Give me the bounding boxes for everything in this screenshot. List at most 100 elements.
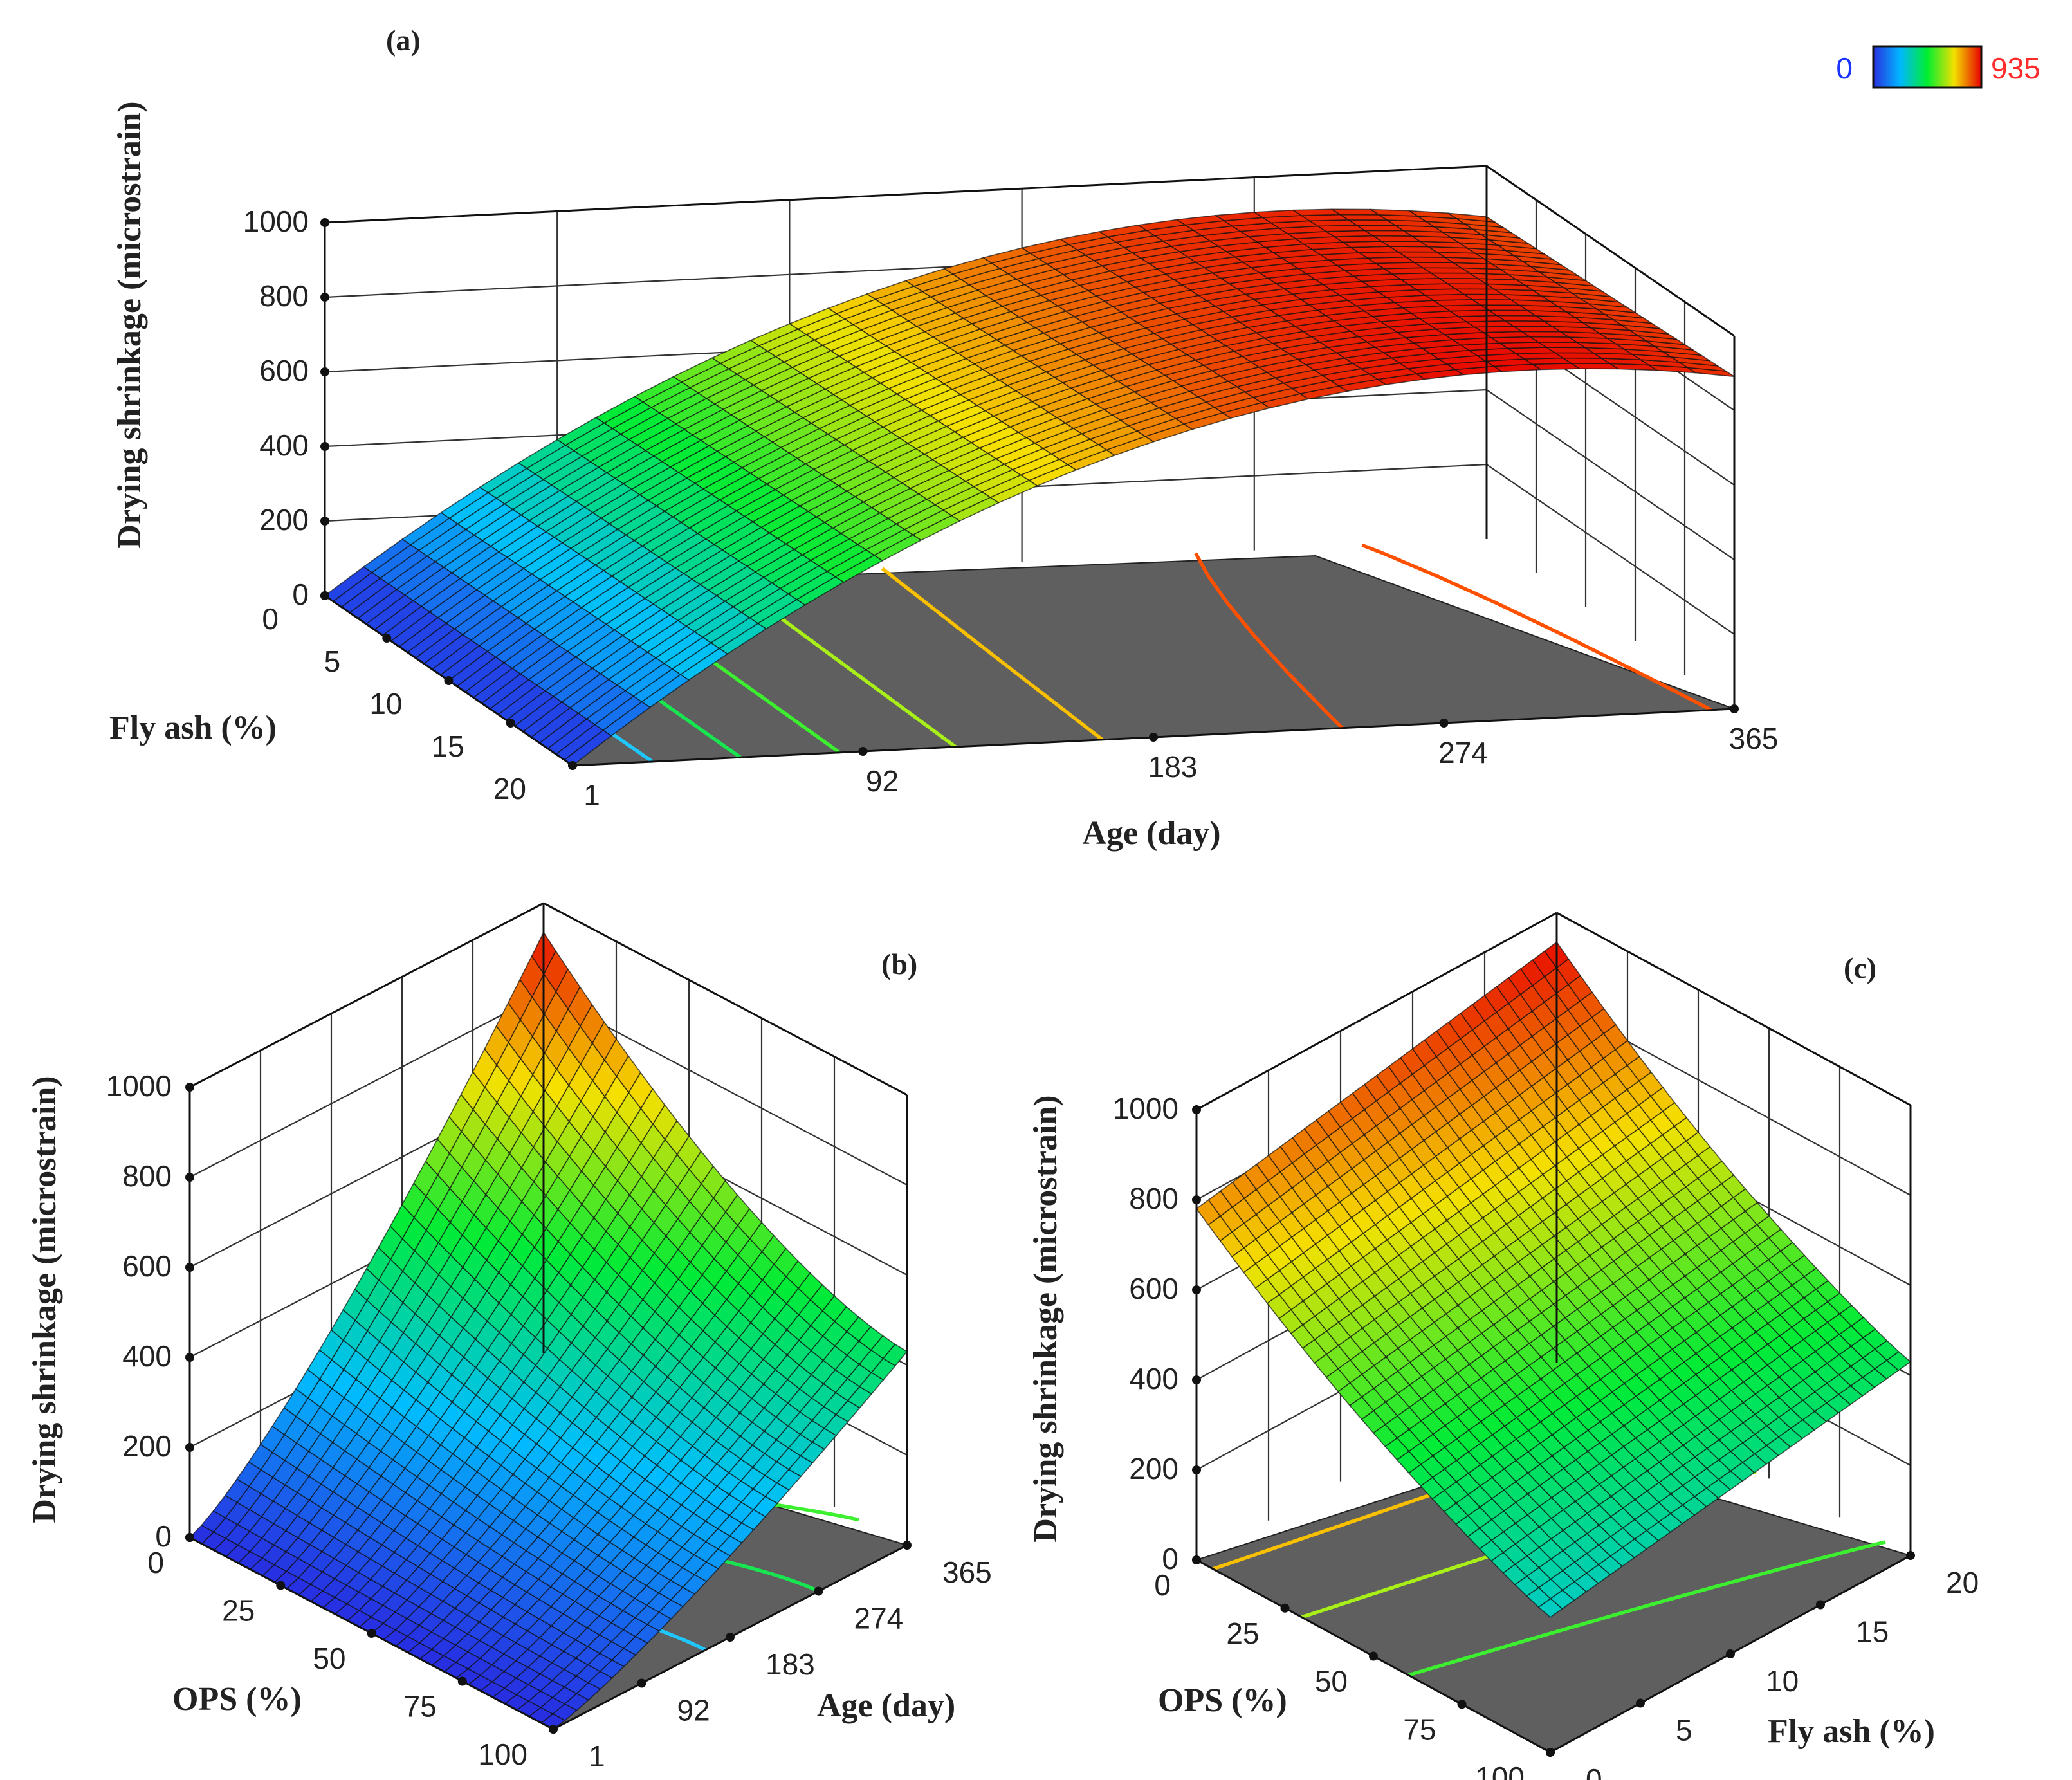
a-z-tick-mark — [320, 293, 329, 302]
b-y-tick-label: 50 — [313, 1642, 345, 1675]
c-z-tick-label: 0 — [1162, 1542, 1178, 1575]
c-x-tick-mark — [1726, 1649, 1735, 1658]
b-x-tick-mark — [814, 1586, 823, 1596]
c-y-tick-label: 50 — [1315, 1665, 1348, 1698]
b-z-tick-label: 1000 — [106, 1069, 172, 1103]
a-x-tick-mark — [858, 747, 868, 756]
a-frame-edge — [324, 165, 1487, 224]
c-z-tick-label: 1000 — [1113, 1092, 1178, 1125]
b-z-tick-mark — [185, 1443, 194, 1452]
b-z-tick-mark — [185, 1173, 194, 1182]
a-z-tick-mark — [320, 442, 329, 451]
c-z-tick-label: 800 — [1129, 1182, 1178, 1215]
a-y-tick-mark — [444, 676, 454, 685]
panel-c-y-axis-title: OPS (%) — [1158, 1682, 1287, 1719]
c-y-tick-mark — [1457, 1700, 1467, 1709]
c-z-tick-label: 600 — [1129, 1272, 1178, 1305]
a-x-tick-mark — [1730, 704, 1739, 713]
c-contour-line — [1407, 1540, 1886, 1677]
b-x-tick-mark — [637, 1678, 646, 1688]
a-x-tick-label: 183 — [1148, 750, 1198, 784]
a-z-tick-mark — [320, 367, 329, 376]
a-z-tick-label: 200 — [259, 503, 309, 537]
panel-b-y-axis-title: OPS (%) — [172, 1681, 302, 1718]
a-y-tick-mark — [320, 591, 329, 600]
a-z-tick-label: 1000 — [243, 205, 309, 238]
a-x-tick-mark — [1439, 719, 1449, 728]
c-x-tick-label: 10 — [1766, 1664, 1799, 1698]
c-y-tick-label: 100 — [1475, 1761, 1525, 1780]
a-wall-gridline — [1486, 464, 1735, 635]
colorbar-min-label: 0 — [1836, 51, 1853, 85]
c-z-tick-mark — [1192, 1465, 1201, 1474]
a-wall-gridline — [1486, 389, 1735, 560]
c-y-tick-label: 75 — [1403, 1712, 1436, 1746]
panel-b-chart: (b) 0 200 400 600 800 1000 1 92 183 274 365 0 25 50… — [26, 902, 992, 1773]
b-z-tick-label: 400 — [122, 1339, 172, 1373]
a-y-tick-mark — [382, 634, 392, 643]
c-x-tick-label: 20 — [1946, 1566, 1979, 1599]
panel-a-label: (a) — [386, 24, 421, 57]
b-y-tick-label: 75 — [404, 1690, 437, 1723]
a-contour-line — [881, 567, 1104, 742]
b-x-tick-label: 274 — [854, 1602, 904, 1635]
b-y-tick-label: 0 — [147, 1546, 164, 1579]
b-x-tick-label: 183 — [766, 1647, 815, 1681]
c-frame-edge — [1556, 912, 1911, 1106]
a-z-tick-label: 800 — [259, 279, 309, 313]
c-y-tick-label: 25 — [1226, 1617, 1259, 1650]
a-y-tick-label: 5 — [324, 645, 341, 678]
panel-c-z-axis-title: Drying shrinkage (microstrain) — [1027, 1095, 1064, 1542]
a-y-tick-mark — [568, 761, 577, 770]
c-x-tick-label: 5 — [1676, 1714, 1692, 1747]
b-x-tick-mark — [903, 1541, 912, 1550]
b-y-tick-mark — [549, 1725, 558, 1734]
a-z-tick-mark — [320, 517, 329, 526]
a-x-tick-mark — [1149, 733, 1158, 742]
a-x-tick-label: 92 — [866, 764, 899, 798]
a-y-tick-label: 0 — [262, 602, 279, 636]
c-z-tick-mark — [1192, 1285, 1201, 1294]
a-y-tick-label: 10 — [369, 687, 402, 720]
b-z-tick-mark — [185, 1083, 194, 1092]
colorbar-max-label: 935 — [1991, 51, 2040, 85]
c-y-tick-mark — [1369, 1651, 1378, 1661]
c-z-tick-mark — [1192, 1375, 1201, 1384]
a-frame-edge — [1486, 165, 1735, 337]
b-x-tick-label: 92 — [677, 1694, 710, 1727]
b-z-tick-label: 0 — [155, 1519, 172, 1553]
a-z-tick-label: 600 — [259, 354, 309, 387]
a-x-tick-label: 1 — [583, 778, 600, 812]
a-y-tick-mark — [506, 719, 515, 728]
panel-c-x-axis-title: Fly ash (%) — [1768, 1713, 1935, 1750]
b-y-tick-label: 100 — [478, 1738, 527, 1771]
b-y-tick-mark — [367, 1629, 376, 1638]
panel-a-z-axis-title: Drying shrinkage (microstrain) — [111, 101, 148, 548]
a-x-tick-label: 274 — [1438, 736, 1488, 769]
panel-b-label: (b) — [881, 948, 917, 980]
b-y-tick-mark — [457, 1676, 467, 1686]
a-z-tick-label: 0 — [292, 578, 309, 611]
a-y-tick-label: 15 — [432, 729, 464, 763]
colorbar-gradient — [1872, 45, 1983, 89]
b-z-tick-mark — [185, 1263, 194, 1272]
b-x-tick-label: 1 — [589, 1739, 605, 1773]
b-x-tick-mark — [726, 1633, 735, 1642]
panel-a-chart: (a) 0 200 400 600 800 1000 1 92 183 274 365 0 5 10 1… — [109, 24, 1778, 852]
c-y-tick-mark — [1280, 1603, 1290, 1613]
c-x-tick-mark — [1906, 1551, 1915, 1560]
c-z-tick-label: 200 — [1129, 1452, 1178, 1485]
panel-b-z-axis-title: Drying shrinkage (microstrain) — [26, 1076, 63, 1523]
c-x-tick-mark — [1816, 1600, 1825, 1610]
panel-a-x-axis-title: Age (day) — [1082, 815, 1220, 852]
b-frame-edge — [189, 902, 544, 1088]
b-wall-gridline — [189, 993, 544, 1178]
panel-a-y-axis-title: Fly ash (%) — [109, 710, 277, 746]
c-x-tick-label: 0 — [1586, 1763, 1602, 1780]
a-y-tick-label: 20 — [493, 772, 526, 805]
panel-b-x-axis-title: Age (day) — [817, 1687, 955, 1724]
b-y-tick-mark — [185, 1533, 194, 1542]
b-z-tick-mark — [185, 1353, 194, 1362]
b-x-tick-label: 365 — [942, 1555, 992, 1589]
